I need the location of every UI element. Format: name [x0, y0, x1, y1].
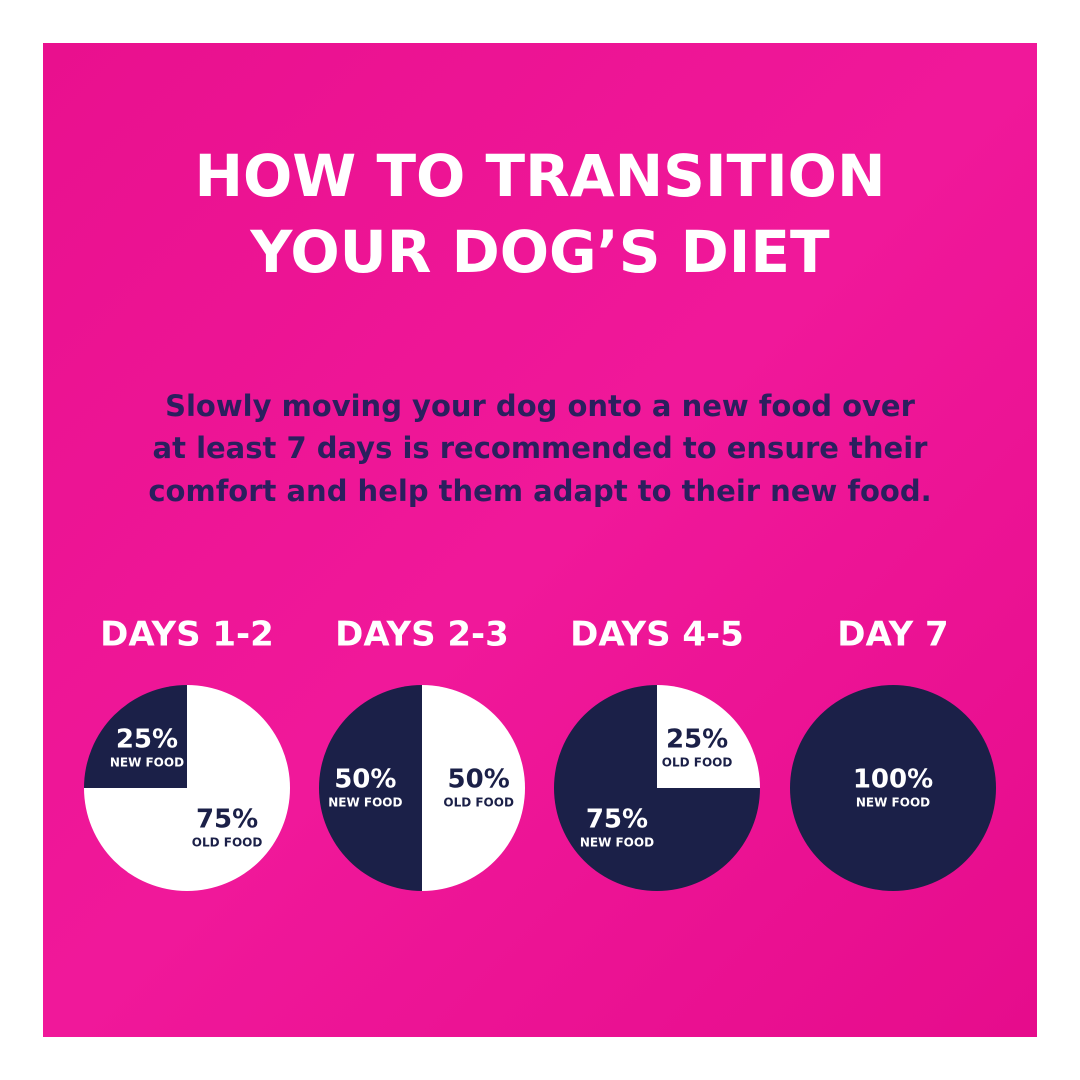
slice-value-label: 50%	[448, 765, 510, 795]
slice-category-label: NEW FOOD	[110, 755, 184, 769]
slice-category-label: NEW FOOD	[328, 796, 402, 810]
slice-category-label: OLD FOOD	[192, 836, 263, 850]
slice-value-label: 75%	[586, 805, 648, 835]
slice-category-label: NEW FOOD	[580, 836, 654, 850]
title-line: YOUR DOG’S DIET	[249, 218, 830, 286]
subtitle-line: at least 7 days is recommended to ensure…	[153, 431, 929, 465]
slice-value-label: 25%	[116, 724, 178, 754]
pie-slice	[657, 685, 760, 788]
slice-value-label: 25%	[666, 724, 728, 754]
slice-value-label: 50%	[334, 765, 396, 795]
pie-title: DAYS 4-5	[570, 615, 744, 655]
pie-title: DAYS 1-2	[100, 615, 274, 655]
pie-slice	[422, 685, 525, 891]
slice-value-label: 100%	[853, 765, 933, 795]
slice-category-label: OLD FOOD	[662, 755, 733, 769]
pie-title: DAYS 2-3	[335, 615, 509, 655]
pie-slice	[319, 685, 422, 891]
pie-slice	[790, 685, 996, 891]
pie-slice	[84, 685, 290, 891]
pie-title: DAY 7	[837, 615, 948, 655]
slice-category-label: NEW FOOD	[856, 796, 930, 810]
slice-value-label: 75%	[196, 805, 258, 835]
subtitle-line: Slowly moving your dog onto a new food o…	[165, 389, 916, 423]
slice-category-label: OLD FOOD	[443, 796, 514, 810]
subtitle-line: comfort and help them adapt to their new…	[148, 474, 931, 508]
title-line: HOW TO TRANSITION	[194, 142, 885, 210]
pie-slice	[84, 685, 187, 788]
